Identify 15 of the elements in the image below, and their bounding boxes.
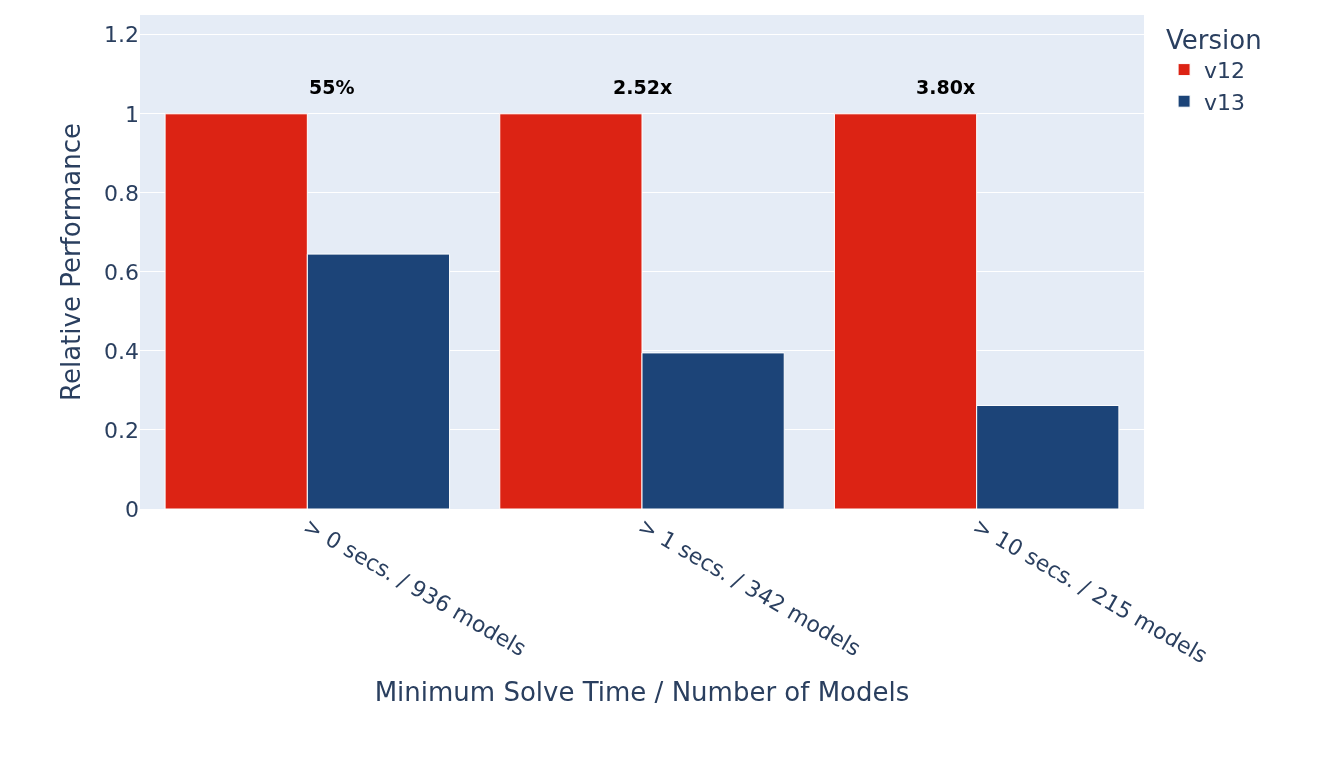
y-axis-title: Relative Performance xyxy=(56,123,87,401)
y-tick-label: 0.2 xyxy=(104,417,139,443)
annotation: 2.52x xyxy=(613,76,673,98)
y-tick-label: 0.6 xyxy=(104,259,139,285)
annotation: 3.80x xyxy=(916,76,976,98)
annotation: 55% xyxy=(309,76,355,98)
legend-title: Version xyxy=(1166,24,1262,55)
legend-label: v12 xyxy=(1204,58,1246,84)
y-tick-label: 1 xyxy=(125,101,139,127)
legend-label: v13 xyxy=(1204,89,1246,115)
y-tick-label: 0.4 xyxy=(104,338,139,364)
y-tick-label: 0.8 xyxy=(104,180,139,206)
y-tick-label: 0 xyxy=(125,496,139,522)
x-axis-title: Minimum Solve Time / Number of Models xyxy=(374,676,910,707)
y-tick-label: 1.2 xyxy=(104,22,139,48)
